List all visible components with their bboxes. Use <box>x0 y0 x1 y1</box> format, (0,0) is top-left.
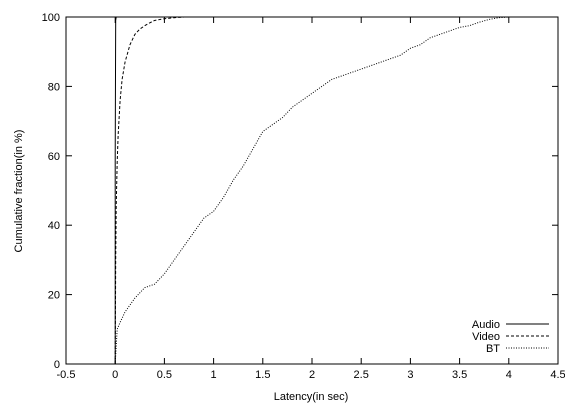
legend-label-audio: Audio <box>472 319 500 331</box>
legend-label-bt: BT <box>486 343 500 355</box>
y-tick-label: 40 <box>48 220 60 232</box>
x-tick-label: 0 <box>112 369 118 381</box>
x-tick-label: 4 <box>506 369 512 381</box>
plot-frame <box>65 16 559 365</box>
y-tick-label: 80 <box>48 81 60 93</box>
x-tick-label: 3 <box>407 369 413 381</box>
y-axis-title: Cumulative fraction(in %) <box>13 130 25 253</box>
x-tick-label: 2.5 <box>354 369 369 381</box>
x-tick-label: 1 <box>211 369 217 381</box>
y-tick-label: 0 <box>54 359 60 371</box>
y-tick-label: 60 <box>48 151 60 163</box>
y-tick-label: 20 <box>48 290 60 302</box>
series-line-video <box>114 16 558 365</box>
x-tick-label: 1.5 <box>255 369 270 381</box>
x-tick-label: 0.5 <box>157 369 172 381</box>
x-tick-label: 4.5 <box>550 369 565 381</box>
x-tick-label: 3.5 <box>452 369 467 381</box>
x-axis-title: Latency(in sec) <box>274 391 349 403</box>
series-line-audio <box>114 16 558 364</box>
series-line-bt <box>114 16 558 365</box>
x-tick-label: 2 <box>309 369 315 381</box>
x-tick-label: -0.5 <box>57 369 76 381</box>
y-tick-label: 100 <box>42 12 60 24</box>
legend-label-video: Video <box>472 331 500 343</box>
